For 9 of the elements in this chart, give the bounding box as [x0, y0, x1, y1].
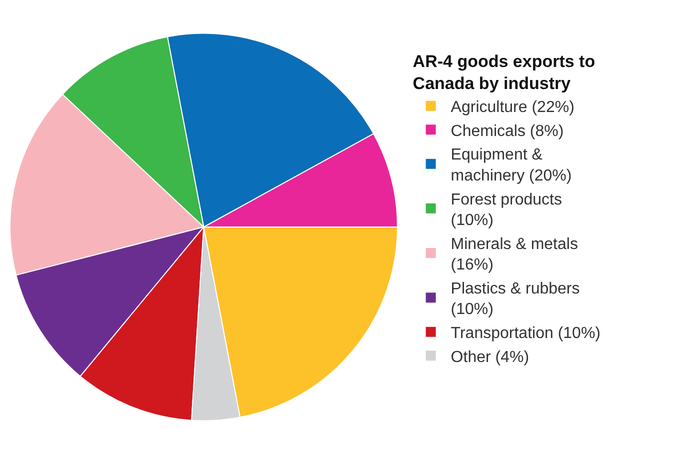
legend-label: Equipment & machinery (20%): [450, 146, 572, 184]
legend-label: Minerals & metals (16%): [450, 236, 578, 274]
legend-label: Chemicals (8%): [450, 122, 564, 140]
legend-label: Plastics & rubbers (10%): [450, 280, 580, 318]
legend-label: Forest products (10%): [450, 191, 562, 230]
legend-label: Transportation (10%): [450, 325, 601, 342]
legend-title: AR-4 goods exports to Canada by industry: [412, 52, 596, 93]
legend-label: Other (4%): [450, 348, 530, 366]
legend-label: Agriculture (22%): [450, 99, 574, 116]
